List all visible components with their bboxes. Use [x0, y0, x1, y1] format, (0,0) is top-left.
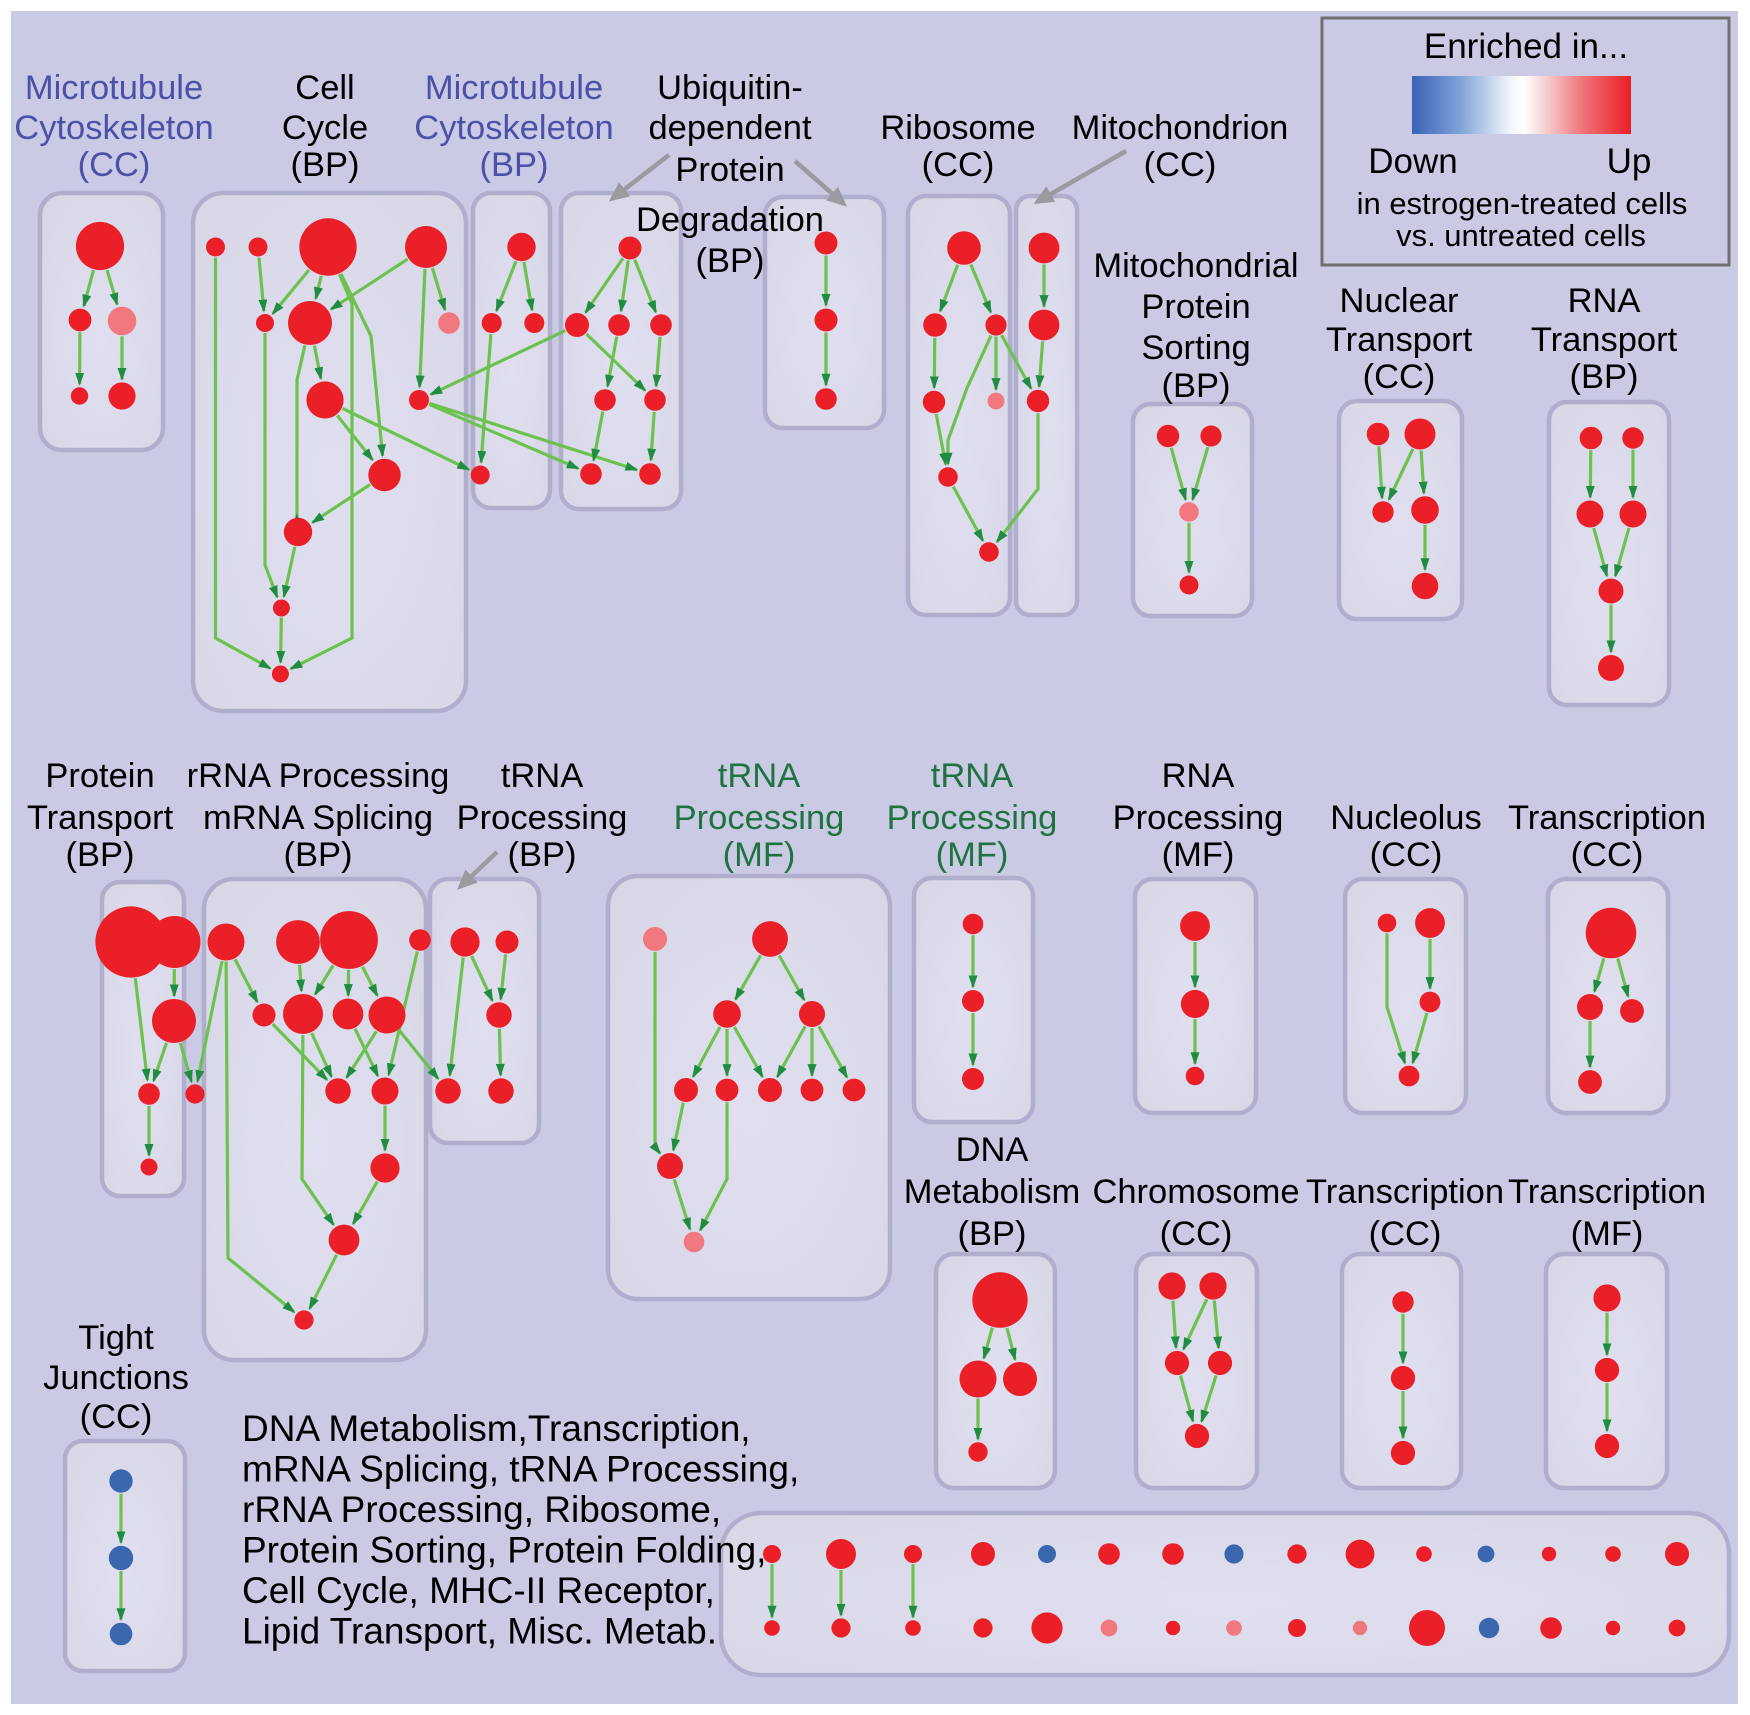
svg-text:Ubiquitin-: Ubiquitin- [657, 69, 803, 107]
svg-text:Sorting: Sorting [1141, 329, 1250, 367]
svg-text:Processing: Processing [674, 799, 845, 837]
svg-text:(CC): (CC) [1369, 1215, 1442, 1253]
svg-text:Transport: Transport [27, 799, 174, 837]
svg-text:Transport: Transport [1326, 321, 1473, 359]
svg-text:tRNA: tRNA [931, 757, 1013, 795]
svg-text:mRNA Splicing, tRNA Processing: mRNA Splicing, tRNA Processing, [242, 1449, 799, 1490]
svg-text:Transcription: Transcription [1508, 1173, 1706, 1211]
svg-text:Transcription: Transcription [1508, 799, 1706, 837]
svg-text:(CC): (CC) [922, 146, 995, 184]
svg-text:(CC): (CC) [78, 146, 151, 184]
svg-text:(MF): (MF) [723, 836, 796, 874]
svg-text:(BP): (BP) [1570, 358, 1639, 396]
svg-text:(MF): (MF) [1162, 836, 1235, 874]
svg-text:Transport: Transport [1531, 321, 1678, 359]
svg-text:Protein Sorting, Protein Foldi: Protein Sorting, Protein Folding, [242, 1530, 766, 1571]
svg-text:Up: Up [1607, 142, 1652, 181]
svg-text:Transcription: Transcription [1306, 1173, 1504, 1211]
svg-text:Enriched in...: Enriched in... [1424, 27, 1628, 66]
svg-text:Nuclear: Nuclear [1340, 282, 1459, 320]
svg-text:DNA Metabolism,Transcription,: DNA Metabolism,Transcription, [242, 1408, 751, 1449]
svg-text:Down: Down [1368, 142, 1457, 181]
svg-text:Cytoskeleton: Cytoskeleton [14, 109, 213, 147]
svg-text:(CC): (CC) [1144, 146, 1217, 184]
svg-text:Processing: Processing [1113, 799, 1284, 837]
svg-text:Protein: Protein [45, 757, 154, 795]
svg-text:Microtubule: Microtubule [25, 69, 203, 107]
svg-text:RNA: RNA [1162, 757, 1235, 795]
svg-text:Cell Cycle, MHC-II Receptor,: Cell Cycle, MHC-II Receptor, [242, 1570, 715, 1611]
svg-text:(BP): (BP) [696, 242, 765, 280]
svg-text:(BP): (BP) [1162, 367, 1231, 405]
svg-text:Cycle: Cycle [282, 109, 368, 147]
svg-text:(CC): (CC) [1370, 836, 1443, 874]
svg-text:Junctions: Junctions [43, 1359, 189, 1397]
svg-text:Microtubule: Microtubule [425, 69, 603, 107]
svg-text:Cytoskeleton: Cytoskeleton [414, 109, 613, 147]
svg-text:RNA: RNA [1568, 282, 1641, 320]
svg-text:(MF): (MF) [1571, 1215, 1644, 1253]
svg-text:Processing: Processing [887, 799, 1058, 837]
svg-text:Mitochondrion: Mitochondrion [1072, 109, 1289, 147]
svg-text:(BP): (BP) [291, 146, 360, 184]
svg-text:mRNA Splicing: mRNA Splicing [203, 799, 433, 837]
svg-text:in estrogen-treated cells: in estrogen-treated cells [1357, 186, 1688, 221]
svg-text:Lipid Transport, Misc. Metab.: Lipid Transport, Misc. Metab. [242, 1611, 717, 1652]
svg-text:Tight: Tight [78, 1319, 154, 1357]
svg-text:(BP): (BP) [958, 1215, 1027, 1253]
svg-text:dependent: dependent [648, 109, 811, 147]
svg-text:Processing: Processing [457, 799, 628, 837]
svg-text:Metabolism: Metabolism [904, 1173, 1080, 1211]
svg-text:rRNA Processing, Ribosome,: rRNA Processing, Ribosome, [242, 1489, 721, 1530]
svg-text:Mitochondrial: Mitochondrial [1093, 247, 1298, 285]
svg-text:(CC): (CC) [1571, 836, 1644, 874]
svg-text:(BP): (BP) [66, 836, 135, 874]
svg-text:Ribosome: Ribosome [880, 109, 1035, 147]
svg-text:Degradation: Degradation [636, 201, 824, 239]
svg-text:tRNA: tRNA [501, 757, 583, 795]
svg-text:(BP): (BP) [508, 836, 577, 874]
svg-text:Nucleolus: Nucleolus [1330, 799, 1482, 837]
svg-text:tRNA: tRNA [718, 757, 800, 795]
svg-text:(MF): (MF) [936, 836, 1009, 874]
svg-text:(BP): (BP) [480, 146, 549, 184]
svg-text:Chromosome: Chromosome [1092, 1173, 1299, 1211]
svg-text:(BP): (BP) [284, 836, 353, 874]
svg-text:Protein: Protein [1141, 288, 1250, 326]
svg-text:Protein: Protein [675, 151, 784, 189]
svg-text:(CC): (CC) [1160, 1215, 1233, 1253]
svg-text:vs. untreated cells: vs. untreated cells [1396, 218, 1646, 253]
svg-text:DNA: DNA [956, 1131, 1029, 1169]
svg-text:rRNA Processing: rRNA Processing [187, 757, 450, 795]
svg-text:(CC): (CC) [80, 1398, 153, 1436]
svg-text:(CC): (CC) [1363, 358, 1436, 396]
svg-text:Cell: Cell [295, 69, 354, 107]
